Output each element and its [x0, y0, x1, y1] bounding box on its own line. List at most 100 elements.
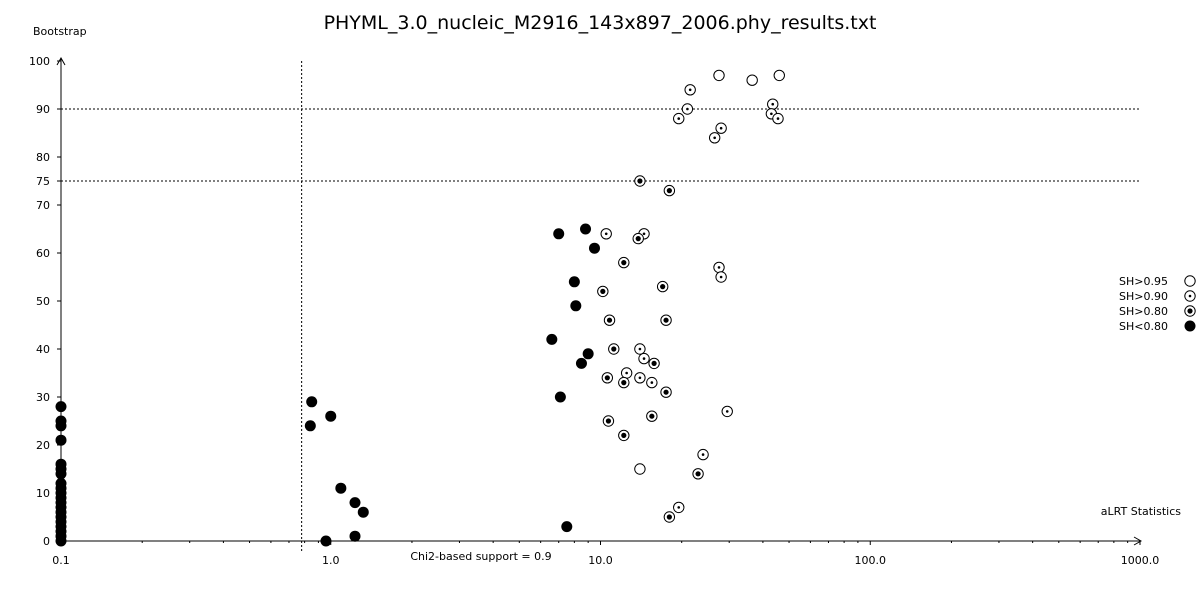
marker-fill	[304, 420, 316, 432]
marker-dot	[649, 413, 655, 419]
data-point	[660, 386, 672, 398]
data-point	[582, 348, 594, 360]
marker-dot	[663, 317, 669, 323]
data-point	[767, 98, 779, 110]
data-point	[306, 396, 318, 408]
data-point	[588, 242, 600, 254]
y-tick-label: 40	[36, 343, 50, 356]
legend-label: SH>0.90	[1119, 290, 1168, 303]
x-tick-label: 1.0	[322, 554, 340, 567]
marker-dot	[701, 453, 705, 456]
data-point	[648, 357, 660, 370]
data-point	[746, 74, 758, 86]
marker-dot	[666, 514, 672, 520]
y-tick-label: 100	[29, 55, 50, 68]
data-point	[634, 343, 646, 355]
data-point	[55, 434, 67, 446]
marker-fill	[357, 506, 369, 518]
data-point	[618, 376, 630, 389]
data-point	[568, 276, 580, 288]
data-point	[349, 497, 361, 509]
data-point	[55, 468, 67, 480]
data-point	[55, 535, 67, 547]
data-point	[715, 122, 727, 134]
marker-dot	[771, 102, 775, 106]
data-point	[638, 352, 650, 365]
data-point	[335, 482, 347, 494]
marker-dot	[606, 317, 613, 323]
x-tick-label: 0.1	[52, 554, 70, 567]
data-point	[721, 405, 733, 418]
marker-fill	[575, 357, 587, 369]
data-point	[692, 468, 704, 480]
marker-dot	[719, 275, 723, 279]
data-point	[601, 372, 614, 384]
marker-dot	[600, 288, 606, 294]
marker-fill	[1184, 320, 1196, 332]
marker-fill	[335, 482, 347, 494]
data-point	[773, 69, 785, 82]
y-tick-label: 60	[36, 247, 50, 260]
marker-fill	[582, 348, 594, 360]
marker-fill	[561, 521, 573, 533]
legend-label: SH<0.80	[1119, 320, 1168, 333]
marker-dot	[719, 126, 723, 130]
data-point	[55, 401, 67, 413]
data-point	[620, 367, 633, 379]
marker-dot	[642, 232, 646, 236]
data-point	[55, 420, 67, 432]
marker-fill	[55, 434, 67, 446]
marker-fill	[349, 530, 361, 542]
data-point	[660, 314, 672, 326]
marker-dot	[695, 471, 701, 477]
x-tick-label: 100.0	[855, 554, 887, 567]
marker-dot	[637, 178, 643, 184]
reference-lines	[61, 61, 1140, 551]
marker-fill	[55, 401, 67, 413]
marker-dot	[1187, 308, 1193, 314]
data-point	[570, 300, 582, 312]
marker-dot	[611, 346, 617, 352]
marker-dot	[604, 375, 610, 381]
data-point	[357, 506, 369, 518]
marker-dot	[677, 506, 681, 509]
marker-dot	[650, 381, 654, 384]
marker-ring	[634, 463, 646, 475]
marker-fill	[349, 497, 361, 509]
data-point	[713, 69, 725, 82]
marker-dot	[638, 376, 642, 380]
data-point	[618, 256, 630, 269]
marker-ring	[1184, 275, 1196, 287]
data-point	[618, 429, 630, 442]
marker-dot	[1188, 294, 1192, 298]
x-axis-label: aLRT Statistics	[1101, 505, 1181, 518]
marker-dot	[776, 117, 780, 120]
marker-fill	[580, 223, 592, 235]
marker-fill	[588, 242, 600, 254]
marker-dot	[663, 389, 669, 395]
marker-dot	[770, 112, 773, 116]
data-point	[580, 223, 592, 235]
marker-dot	[717, 266, 721, 269]
data-point	[320, 535, 332, 547]
marker-dot	[638, 347, 642, 351]
marker-fill	[570, 300, 582, 312]
marker-dot	[713, 136, 716, 140]
marker-fill	[320, 535, 332, 547]
y-axis-label: Bootstrap	[33, 25, 87, 38]
y-tick-label: 80	[36, 151, 50, 164]
marker-fill	[325, 410, 337, 422]
data-point	[772, 112, 784, 125]
legend-marker	[1184, 305, 1196, 317]
marker-fill	[568, 276, 580, 288]
y-tick-label: 30	[36, 391, 50, 404]
chi2-reference-label: Chi2-based support = 0.9	[410, 550, 551, 563]
data-point	[325, 410, 337, 422]
data-point	[546, 333, 558, 345]
marker-fill	[546, 333, 558, 345]
data-point	[715, 271, 727, 283]
x-tick-label: 1000.0	[1121, 554, 1160, 567]
data-point	[663, 184, 676, 197]
data-point	[561, 521, 573, 533]
